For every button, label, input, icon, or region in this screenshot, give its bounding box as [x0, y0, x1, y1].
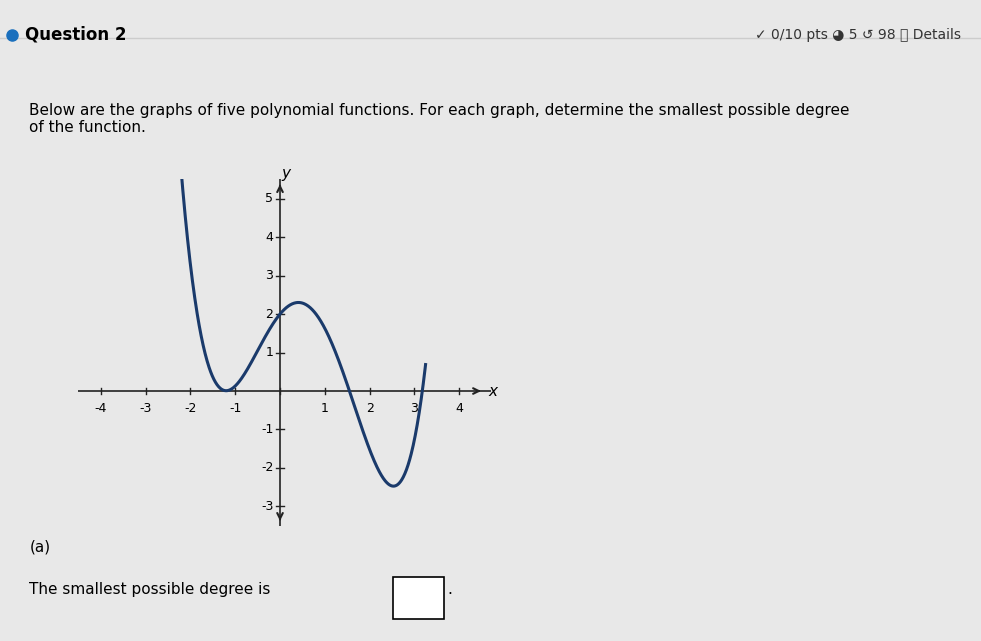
Text: 3: 3 [266, 269, 274, 282]
Text: Below are the graphs of five polynomial functions. For each graph, determine the: Below are the graphs of five polynomial … [29, 103, 850, 135]
Text: 2: 2 [266, 308, 274, 320]
Bar [393, 577, 444, 619]
Text: The smallest possible degree is: The smallest possible degree is [29, 582, 271, 597]
Text: (a): (a) [29, 539, 51, 554]
Text: x: x [489, 383, 497, 399]
Text: 5: 5 [265, 192, 274, 205]
Text: -3: -3 [139, 402, 152, 415]
Text: .: . [447, 582, 452, 597]
Text: ✓ 0/10 pts ◕ 5 ↺ 98 ⓘ Details: ✓ 0/10 pts ◕ 5 ↺ 98 ⓘ Details [755, 28, 961, 42]
Text: -4: -4 [95, 402, 107, 415]
Text: Question 2: Question 2 [25, 26, 126, 44]
Text: 4: 4 [266, 231, 274, 244]
Text: 1: 1 [321, 402, 329, 415]
Text: 4: 4 [455, 402, 463, 415]
Text: y: y [281, 167, 290, 181]
Text: -1: -1 [261, 423, 274, 436]
Text: -2: -2 [184, 402, 196, 415]
Text: 3: 3 [410, 402, 418, 415]
Text: 2: 2 [366, 402, 374, 415]
Text: -2: -2 [261, 462, 274, 474]
Text: 1: 1 [266, 346, 274, 359]
Text: -1: -1 [229, 402, 241, 415]
Text: -3: -3 [261, 500, 274, 513]
